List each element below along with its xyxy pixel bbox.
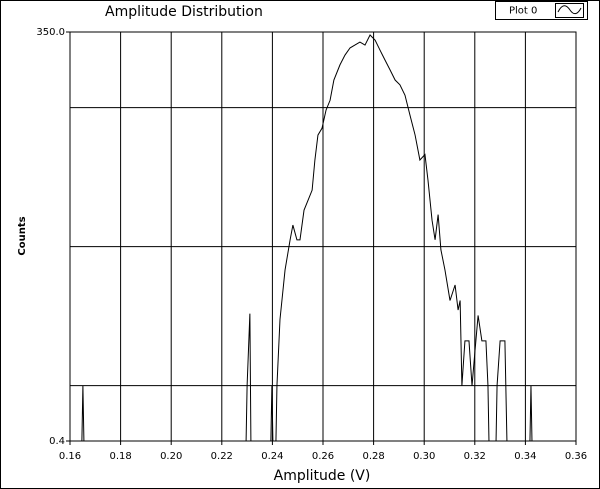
x-tick-label: 0.34 bbox=[514, 451, 536, 462]
x-tick-label: 0.28 bbox=[362, 451, 384, 462]
y-axis-label: Counts bbox=[17, 216, 28, 255]
x-tick-label: 0.20 bbox=[160, 451, 182, 462]
x-tick-label: 0.32 bbox=[464, 451, 486, 462]
data-line bbox=[70, 34, 576, 442]
legend: Plot 0 bbox=[495, 1, 588, 20]
legend-swatch-box bbox=[555, 3, 584, 18]
x-axis-label: Amplitude (V) bbox=[274, 468, 371, 484]
y-tick-label: 350.0 bbox=[36, 27, 65, 38]
x-tick-label: 0.18 bbox=[109, 451, 131, 462]
x-tick-label: 0.36 bbox=[565, 451, 587, 462]
x-tick-label: 0.16 bbox=[59, 451, 81, 462]
x-tick-label: 0.30 bbox=[413, 451, 435, 462]
chart-title: Amplitude Distribution bbox=[105, 4, 263, 20]
legend-label: Plot 0 bbox=[509, 6, 537, 17]
x-tick-label: 0.24 bbox=[261, 451, 283, 462]
y-tick-label: 0.4 bbox=[49, 436, 65, 447]
x-tick-label: 0.26 bbox=[312, 451, 334, 462]
x-tick-label: 0.22 bbox=[211, 451, 233, 462]
legend-swatch bbox=[557, 5, 582, 15]
